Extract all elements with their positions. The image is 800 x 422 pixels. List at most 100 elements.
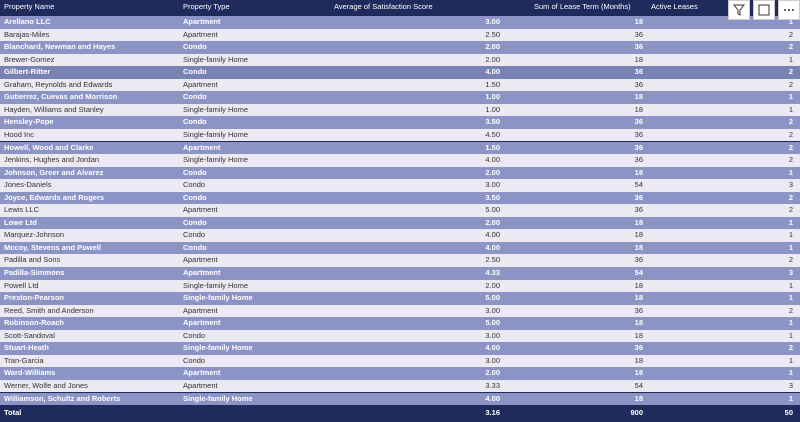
- cell: 36: [634, 29, 643, 39]
- header-row: Property Name Property Type Average of Sat…: [0, 0, 800, 14]
- cell: 2: [788, 255, 793, 265]
- cell: Apartment: [183, 142, 221, 152]
- table-row: Barajas-Miles Apartment 2.50 36 2: [0, 28, 800, 42]
- cell: Apartment: [183, 29, 218, 39]
- cell: Condo: [183, 217, 207, 227]
- cell: Ward-Williams: [4, 368, 56, 378]
- cell: 2: [788, 205, 793, 215]
- cell: 1: [788, 280, 793, 290]
- cell: 2.50: [485, 255, 500, 265]
- cell: 2: [788, 79, 793, 89]
- cell: Single-family Home: [183, 293, 253, 303]
- cell: 3.00: [485, 355, 500, 365]
- cell: 1: [788, 330, 793, 340]
- cell: 2: [788, 155, 793, 165]
- table-row: Marquez-Johnson Condo 4.00 18 1: [0, 229, 800, 242]
- cell: Apartment: [183, 79, 218, 89]
- cell: 36: [634, 205, 643, 215]
- table-row: Gutierrez, Cuevas and Morrison Condo 1.00 1…: [0, 91, 800, 104]
- cell: Single-family Home: [183, 129, 249, 139]
- cell: 54: [634, 380, 643, 390]
- cell: 1: [788, 167, 793, 177]
- cell: 3: [788, 180, 793, 190]
- cell: Blanchard, Newman and Hayes: [4, 42, 116, 52]
- focus-mode-icon[interactable]: [753, 0, 775, 20]
- cell: 1: [788, 217, 793, 227]
- cell: 18: [634, 104, 643, 114]
- table-row: Brewer-Gomez Single-family Home 2.00 18 1: [0, 53, 800, 67]
- total-cell: 900: [630, 408, 643, 417]
- table-row: Mccoy, Stevens and Powell Condo 4.00 18 1: [0, 241, 800, 255]
- cell: 2: [788, 142, 793, 152]
- cell: 1: [788, 293, 793, 303]
- table-row: Arellano LLC Apartment 3.00 18 1: [0, 16, 800, 29]
- cell: 2: [788, 129, 793, 139]
- cell: Jenkins, Hughes and Jordan: [4, 155, 100, 165]
- cell: 2: [788, 42, 793, 52]
- cell: 18: [634, 280, 643, 290]
- cell: Scott-Sandoval: [4, 330, 55, 340]
- cell: 1: [788, 92, 793, 102]
- table-row: Graham, Reynolds and Edwards Apartment 1.5…: [0, 78, 800, 92]
- cell: 4.33: [485, 268, 500, 277]
- cell: 36: [634, 79, 643, 89]
- cell: 36: [634, 305, 643, 315]
- total-cell: 50: [784, 408, 793, 417]
- table-row: Preston-Pearson Single-family Home 5.00 18 1: [0, 292, 800, 305]
- table-row: Lewis LLC Apartment 5.00 36 2: [0, 204, 800, 217]
- table-row: Lowe Ltd Condo 2.00 18 1: [0, 216, 800, 230]
- cell: 2: [788, 29, 793, 39]
- cell: 18: [634, 318, 643, 328]
- table-row: Padilla and Sons Apartment 2.50 36 2: [0, 254, 800, 267]
- table-row: Williamson, Schultz and Roberts Single-fa…: [0, 392, 800, 405]
- cell: 36: [634, 42, 643, 52]
- cell: 2.00: [485, 42, 500, 52]
- cell: Howell, Wood and Clarke: [4, 142, 94, 152]
- cell: 2: [788, 305, 793, 315]
- cell: 1.00: [485, 92, 500, 102]
- cell: Lowe Ltd: [4, 217, 37, 227]
- cell: Condo: [183, 180, 206, 190]
- cell: 1.50: [485, 79, 500, 89]
- more-options-icon[interactable]: [778, 0, 800, 20]
- cell: 18: [634, 330, 643, 340]
- table-row: Ward-Williams Apartment 2.00 18 1: [0, 367, 800, 380]
- cell: Marquez-Johnson: [4, 230, 65, 240]
- cell: 2: [788, 343, 793, 353]
- column-header: Sum of Lease Term (Months): [534, 2, 631, 11]
- cell: Condo: [183, 242, 207, 252]
- cell: 3.00: [485, 17, 500, 26]
- cell: Apartment: [183, 268, 221, 277]
- cell: 18: [634, 355, 643, 365]
- cell: Apartment: [183, 368, 221, 378]
- table-row: Werner, Wolfe and Jones Apartment 3.33 54 3: [0, 379, 800, 393]
- cell: 3.00: [485, 305, 500, 315]
- cell: 4.00: [485, 242, 500, 252]
- cell: 5.00: [485, 205, 500, 215]
- table-row: Reed, Smith and Anderson Apartment 3.00 36 2: [0, 304, 800, 318]
- filter-icon[interactable]: [728, 0, 750, 20]
- cell: Condo: [183, 192, 207, 202]
- cell: 2: [788, 117, 793, 127]
- total-row: Total 3.16 900 50: [0, 405, 800, 420]
- cell: 18: [634, 293, 643, 303]
- cell: Single-family Home: [183, 343, 253, 353]
- cell: 18: [634, 54, 643, 64]
- cell: 4.00: [485, 393, 500, 403]
- cell: Single-family Home: [183, 54, 249, 64]
- cell: 18: [634, 217, 643, 227]
- cell: 3: [788, 380, 793, 390]
- cell: Hensley-Pope: [4, 117, 54, 127]
- cell: 2.00: [485, 217, 500, 227]
- cell: Williamson, Schultz and Roberts: [4, 393, 121, 403]
- cell: 4.00: [485, 67, 500, 77]
- cell: 36: [634, 155, 643, 165]
- cell: Brewer-Gomez: [4, 54, 55, 64]
- table-row: Jenkins, Hughes and Jordan Single-family …: [0, 154, 800, 167]
- cell: 54: [634, 268, 643, 277]
- table-row: Gilbert-Ritter Condo 4.00 36 2: [0, 66, 800, 79]
- cell: 3: [788, 268, 793, 277]
- column-header: Average of Satisfaction Score: [334, 2, 433, 11]
- table-row: Blanchard, Newman and Hayes Condo 2.00 36 2: [0, 41, 800, 54]
- cell: Apartment: [183, 205, 218, 215]
